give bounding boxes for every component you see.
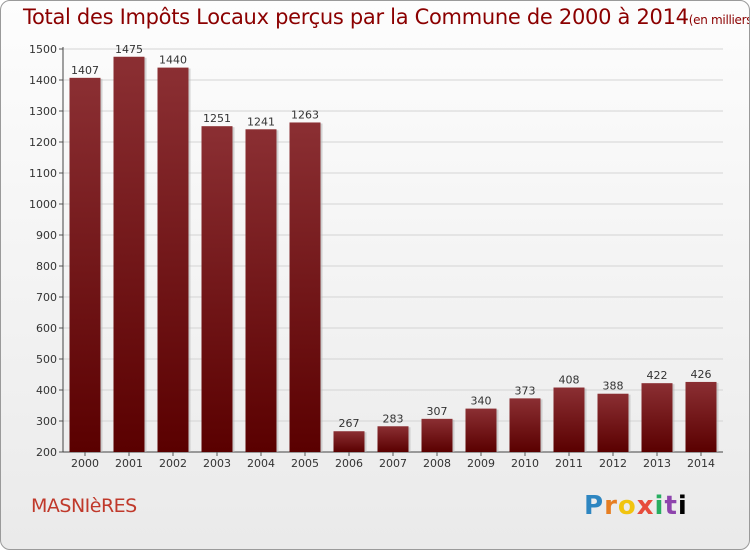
bar (69, 77, 101, 452)
logo-letter: i (677, 491, 688, 521)
logo-letter: t (664, 491, 678, 521)
data-label: 426 (691, 368, 712, 381)
x-tick-label: 2009 (467, 457, 495, 470)
x-tick-label: 2013 (643, 457, 671, 470)
bar (597, 393, 629, 452)
y-tick-label: 200 (36, 446, 57, 459)
y-tick-label: 1200 (29, 136, 57, 149)
logo-letter: i (654, 491, 665, 521)
y-tick-label: 800 (36, 260, 57, 273)
x-tick-label: 2007 (379, 457, 407, 470)
bar (685, 381, 717, 452)
y-tick-label: 1400 (29, 74, 57, 87)
x-tick-label: 2002 (159, 457, 187, 470)
y-tick-label: 1300 (29, 105, 57, 118)
x-tick-label: 2010 (511, 457, 539, 470)
data-label: 1475 (115, 43, 143, 56)
x-tick-label: 2005 (291, 457, 319, 470)
x-tick-label: 2008 (423, 457, 451, 470)
bar (421, 418, 453, 452)
bar (377, 426, 409, 452)
bar (289, 122, 321, 452)
proxiti-logo: Proxiti (584, 491, 688, 521)
x-tick-label: 2006 (335, 457, 363, 470)
bar (157, 67, 189, 452)
data-label: 1251 (203, 112, 231, 125)
logo-letter: r (604, 491, 618, 521)
y-tick-label: 500 (36, 353, 57, 366)
bar (201, 126, 233, 452)
y-tick-label: 400 (36, 384, 57, 397)
y-tick-label: 300 (36, 415, 57, 428)
title-text: Total des Impôts Locaux perçus par la Co… (23, 5, 689, 29)
y-tick-label: 1500 (29, 43, 57, 56)
commune-name: MASNIèRES (31, 495, 137, 517)
title-unit: (en milliers d'€) (688, 13, 750, 27)
data-label: 267 (339, 417, 360, 430)
x-tick-label: 2001 (115, 457, 143, 470)
data-label: 283 (383, 412, 404, 425)
data-label: 307 (427, 405, 448, 418)
data-label: 340 (471, 395, 492, 408)
data-label: 408 (559, 374, 580, 387)
x-tick-label: 2000 (71, 457, 99, 470)
x-tick-label: 2004 (247, 457, 275, 470)
x-tick-label: 2003 (203, 457, 231, 470)
data-label: 388 (603, 380, 624, 393)
data-label: 422 (647, 369, 668, 382)
y-tick-label: 900 (36, 229, 57, 242)
logo-letter: P (584, 491, 605, 521)
data-label: 1263 (291, 108, 319, 121)
bar (465, 408, 497, 452)
bar (333, 431, 365, 452)
data-label: 1407 (71, 64, 99, 77)
bar (509, 398, 541, 452)
x-tick-label: 2014 (687, 457, 715, 470)
logo-letter: o (617, 491, 637, 521)
data-label: 373 (515, 384, 536, 397)
y-tick-label: 1000 (29, 198, 57, 211)
chart-title: Total des Impôts Locaux perçus par la Co… (23, 5, 750, 29)
data-label: 1440 (159, 54, 187, 67)
bar (641, 383, 673, 452)
logo-letter: x (636, 491, 655, 521)
x-tick-label: 2012 (599, 457, 627, 470)
bar (245, 129, 277, 453)
bar (113, 56, 145, 452)
y-tick-label: 600 (36, 322, 57, 335)
y-tick-label: 700 (36, 291, 57, 304)
bar (553, 387, 585, 452)
y-tick-label: 1100 (29, 167, 57, 180)
x-tick-label: 2011 (555, 457, 583, 470)
data-label: 1241 (247, 115, 275, 128)
